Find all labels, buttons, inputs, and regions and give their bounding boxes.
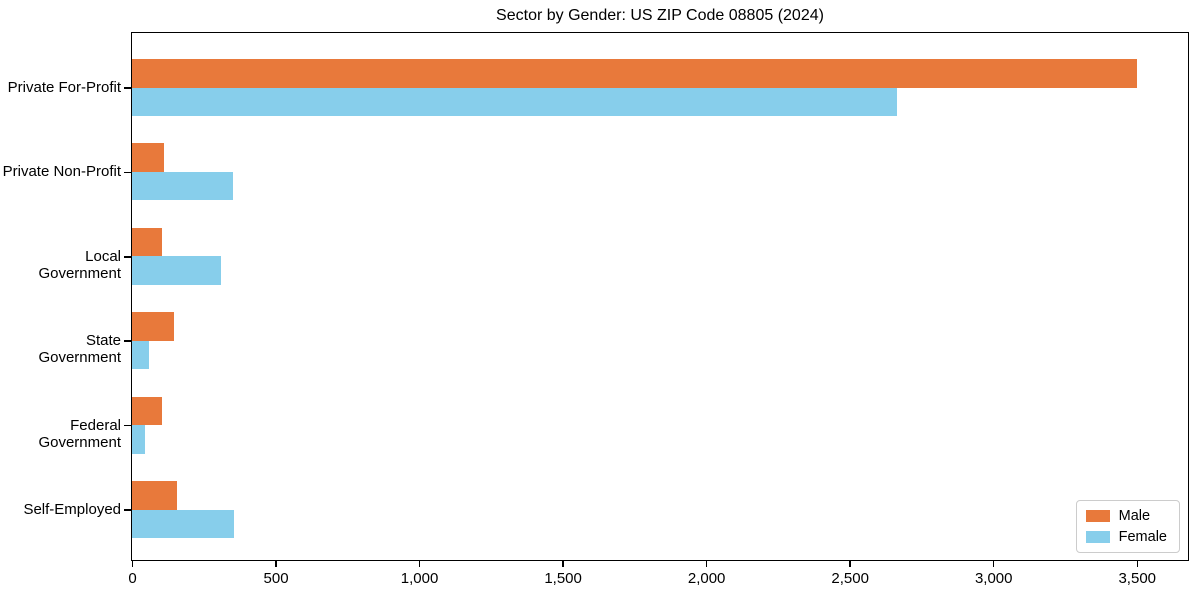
legend-swatch-male <box>1085 510 1110 522</box>
x-tick-mark <box>992 561 995 567</box>
x-tick-label-1-000: 1,000 <box>400 570 439 587</box>
legend-row-female: Female <box>1085 529 1167 545</box>
y-tick-mark <box>124 171 131 174</box>
bar-female-state-government <box>132 340 149 370</box>
bar-female-local-government <box>132 256 221 285</box>
plot-area: Male Female <box>131 32 1189 561</box>
bar-male-self-employed <box>132 481 178 510</box>
legend-label-male: Male <box>1118 508 1151 524</box>
y-tick-label-state-government: State Government <box>38 332 121 367</box>
x-tick-label-3-500: 3,500 <box>1118 570 1157 587</box>
legend-label-female: Female <box>1118 529 1167 545</box>
y-tick-label-self-employed: Self-Employed <box>23 501 121 518</box>
y-tick-mark <box>124 87 131 89</box>
bar-female-private-for-profit <box>132 87 898 116</box>
y-tick-mark <box>124 509 131 511</box>
y-tick-label-private-non-profit: Private Non-Profit <box>2 163 121 181</box>
x-tick-mark <box>275 561 277 567</box>
y-tick-mark <box>124 256 131 258</box>
bar-male-local-government <box>132 227 163 257</box>
x-tick-label-3-000: 3,000 <box>974 570 1013 587</box>
chart-title: Sector by Gender: US ZIP Code 08805 (202… <box>496 7 824 24</box>
y-tick-mark <box>124 424 131 427</box>
y-tick-label-private-for-profit: Private For-Profit <box>7 79 121 96</box>
y-tick-label-local-government: Local Government <box>38 247 121 282</box>
legend: Male Female <box>1075 500 1180 553</box>
y-tick-label-federal-government: Federal Government <box>38 416 121 451</box>
x-tick-label-2-000: 2,000 <box>687 570 726 587</box>
x-tick-label-2-500: 2,500 <box>831 570 869 587</box>
bar-female-self-employed <box>132 509 235 538</box>
x-tick-label-0: 0 <box>128 570 137 587</box>
x-tick-mark <box>849 561 851 567</box>
legend-row-male: Male <box>1085 508 1167 524</box>
x-tick-mark <box>1136 561 1138 567</box>
x-tick-mark <box>562 561 564 567</box>
bar-male-state-government <box>132 312 174 341</box>
x-tick-mark <box>705 561 708 567</box>
x-tick-mark <box>131 561 134 567</box>
x-tick-label-500: 500 <box>263 570 289 587</box>
bar-male-private-for-profit <box>132 59 1137 88</box>
legend-swatch-female <box>1085 531 1110 543</box>
bar-female-private-non-profit <box>132 171 234 201</box>
bar-female-federal-government <box>132 425 145 454</box>
bar-male-private-non-profit <box>132 143 165 172</box>
y-tick-mark <box>124 340 131 342</box>
x-tick-mark <box>418 561 421 567</box>
bar-male-federal-government <box>132 396 163 426</box>
x-tick-label-1-500: 1,500 <box>544 570 582 587</box>
